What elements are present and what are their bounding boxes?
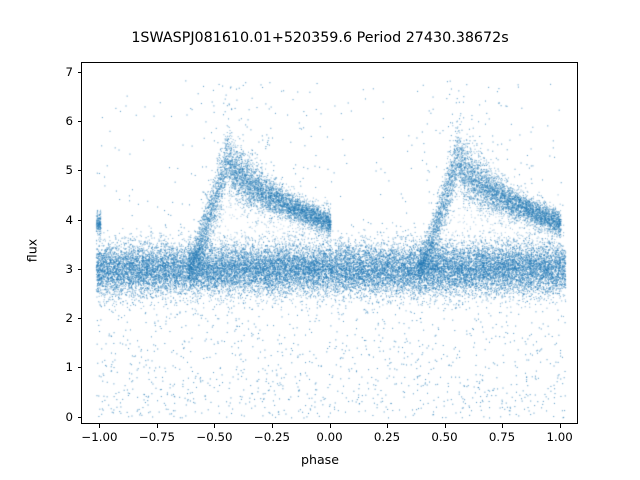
y-tick-mark (77, 416, 81, 418)
y-tick-label: 4 (65, 212, 73, 227)
x-tick-mark (329, 424, 331, 428)
x-axis-label: phase (300, 452, 339, 467)
y-tick-mark (77, 268, 81, 270)
x-tick-label: 0.50 (431, 430, 458, 444)
y-tick-label: 7 (65, 64, 73, 79)
y-axis-label: flux (24, 238, 40, 263)
y-tick-label: 3 (65, 261, 73, 276)
x-tick-label: −0.75 (138, 430, 175, 444)
x-tick-mark (444, 424, 446, 428)
x-tick-label: −0.25 (253, 430, 291, 444)
y-tick-mark (77, 121, 81, 123)
x-tick-label: 1.00 (546, 430, 573, 444)
y-tick-mark (77, 170, 81, 172)
y-tick-mark (77, 318, 81, 320)
x-tick-mark (156, 424, 158, 428)
x-tick-label: 0.25 (373, 430, 401, 444)
y-tick-mark (77, 367, 81, 369)
y-tick-label: 0 (65, 409, 73, 424)
x-tick-label: −0.50 (196, 430, 233, 444)
x-tick-mark (559, 424, 561, 428)
x-tick-mark (271, 424, 273, 428)
x-tick-mark (214, 424, 216, 428)
x-tick-label: −1.00 (81, 430, 118, 444)
scatter-points-canvas (82, 63, 577, 423)
y-tick-label: 5 (65, 163, 73, 178)
x-tick-mark (99, 424, 101, 428)
x-tick-mark (502, 424, 504, 428)
y-tick-mark (77, 219, 81, 221)
x-tick-label: 0.75 (488, 430, 516, 444)
x-tick-label: 0.00 (316, 430, 343, 444)
plot-area (81, 62, 578, 424)
x-tick-mark (387, 424, 389, 428)
y-tick-mark (77, 71, 81, 73)
y-tick-label: 1 (65, 360, 73, 375)
y-tick-label: 6 (65, 114, 73, 129)
y-tick-label: 2 (65, 311, 73, 326)
chart-title: 1SWASPJ081610.01+520359.6 Period 27430.3… (131, 30, 509, 46)
